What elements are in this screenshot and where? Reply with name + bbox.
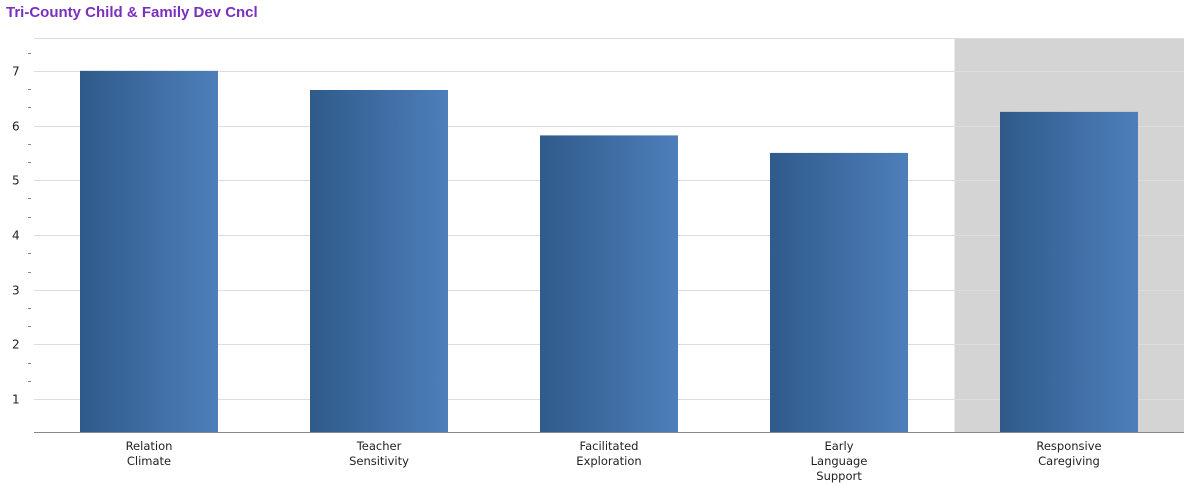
- bar: [770, 152, 908, 432]
- y-tick-label: 6: [12, 120, 20, 134]
- bar: [80, 70, 218, 432]
- x-category-label: Responsive Caregiving: [1036, 439, 1101, 468]
- bar: [310, 89, 448, 432]
- bar: [1000, 111, 1138, 432]
- y-tick-label: 7: [12, 65, 20, 79]
- y-tick-label: 3: [12, 284, 20, 298]
- chart-title: Tri-County Child & Family Dev Cncl: [6, 4, 258, 21]
- x-category-label: Teacher Sensitivity: [349, 439, 409, 468]
- y-tick-label: 5: [12, 174, 20, 188]
- bar: [540, 135, 678, 432]
- y-tick-label: 1: [12, 393, 20, 407]
- y-tick-label: 2: [12, 338, 20, 352]
- x-category-label: Facilitated Exploration: [576, 439, 641, 468]
- x-category-label: Relation Climate: [126, 439, 173, 468]
- x-category-label: Early Language Support: [811, 439, 868, 483]
- y-tick-label: 4: [12, 229, 20, 243]
